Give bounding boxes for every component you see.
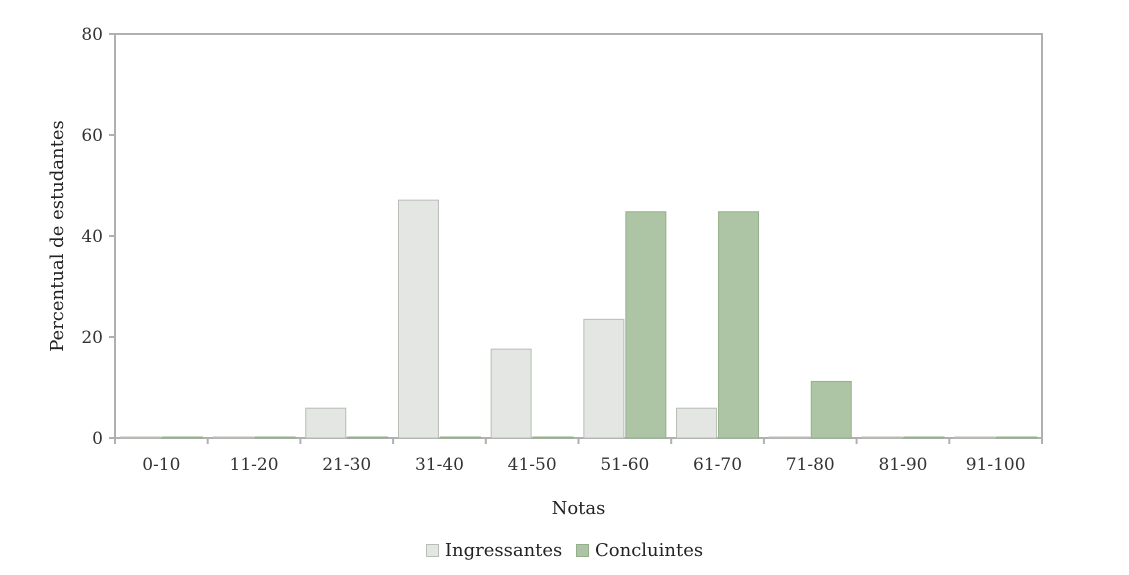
bar-ingressantes (397, 199, 439, 439)
y-tick-label: 20 (81, 328, 103, 348)
x-tick-label: 0-10 (142, 455, 180, 475)
y-tick-label: 40 (81, 227, 103, 247)
legend-item-ingressantes: Ingressantes (425, 540, 563, 561)
x-axis: 0-10 11-20 21-30 31-40 41-50 51-60 61-70 71-80 8… (114, 438, 1043, 475)
bar-concluintes (161, 436, 203, 439)
bar-ingressantes (583, 318, 625, 439)
bar-concluintes (996, 436, 1038, 439)
bar-concluintes (532, 436, 574, 439)
bar-concluintes (439, 436, 481, 439)
bar-ingressantes (490, 348, 532, 439)
x-tick-label: 91-100 (966, 455, 1026, 475)
bar-ingressantes (861, 436, 903, 439)
y-axis-title: Percentual de estudantes (47, 120, 68, 352)
x-tick-label: 61-70 (693, 455, 742, 475)
x-tick-label: 81-90 (878, 455, 927, 475)
x-tick-label: 21-30 (322, 455, 371, 475)
bar-concluintes (625, 211, 667, 439)
legend-label-concluintes: Concluintes (595, 540, 704, 561)
bar-ingressantes (212, 436, 254, 439)
bar-ingressantes (954, 436, 996, 439)
x-tick-label: 11-20 (230, 455, 279, 475)
plot-area-frame (114, 33, 1043, 439)
y-tick-label: 0 (92, 429, 103, 449)
legend-label-ingressantes: Ingressantes (444, 540, 563, 561)
x-tick-label: 41-50 (508, 455, 557, 475)
bar-concluintes (718, 211, 760, 439)
bars (119, 199, 1038, 439)
bar-concluintes (810, 380, 852, 439)
bar-ingressantes (768, 436, 810, 439)
bar-ingressantes (119, 436, 161, 439)
legend-swatch-concluintes (576, 544, 590, 557)
y-axis: 0 20 40 60 80 (81, 25, 115, 449)
bar-concluintes (254, 436, 296, 439)
x-tick-label: 71-80 (786, 455, 835, 475)
x-tick-label: 51-60 (600, 455, 649, 475)
y-tick-label: 60 (81, 126, 103, 146)
bar-concluintes (903, 436, 945, 439)
legend: Ingressantes Concluintes (0, 540, 1129, 562)
x-tick-label: 31-40 (415, 455, 464, 475)
legend-item-concluintes: Concluintes (576, 540, 703, 561)
x-axis-title: Notas (552, 498, 606, 519)
legend-swatch-ingressantes (425, 544, 439, 557)
bar-ingressantes (676, 407, 718, 439)
bar-ingressantes (305, 407, 347, 439)
bar-concluintes (347, 436, 389, 439)
y-tick-label: 80 (81, 25, 103, 45)
